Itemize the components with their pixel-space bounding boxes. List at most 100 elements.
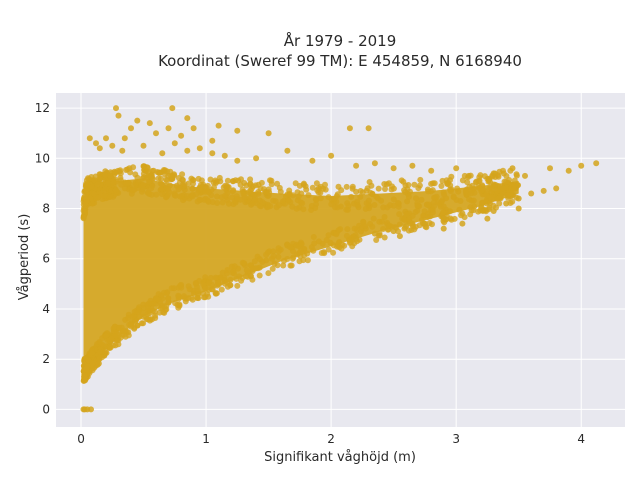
data-point bbox=[156, 309, 163, 316]
data-point bbox=[373, 193, 380, 200]
data-point bbox=[528, 190, 535, 197]
data-point bbox=[375, 185, 382, 192]
data-point bbox=[486, 175, 493, 182]
data-point bbox=[411, 226, 418, 233]
data-point bbox=[90, 190, 97, 197]
data-point bbox=[370, 215, 377, 222]
data-point bbox=[351, 240, 358, 247]
data-point bbox=[96, 145, 103, 152]
data-point bbox=[94, 194, 101, 201]
data-point bbox=[234, 157, 241, 164]
data-point bbox=[490, 208, 497, 214]
data-point bbox=[593, 160, 600, 167]
data-point bbox=[454, 185, 461, 192]
data-point bbox=[81, 372, 88, 379]
data-point bbox=[192, 280, 199, 286]
data-point bbox=[500, 185, 507, 192]
data-point bbox=[388, 186, 395, 193]
data-point bbox=[311, 240, 318, 247]
data-point bbox=[404, 198, 411, 205]
data-point bbox=[125, 179, 132, 186]
data-point bbox=[380, 204, 387, 211]
data-point bbox=[553, 185, 560, 192]
data-point bbox=[80, 207, 87, 214]
data-point bbox=[162, 307, 169, 313]
data-point bbox=[405, 182, 412, 188]
data-point bbox=[97, 348, 103, 355]
data-point bbox=[440, 225, 447, 232]
x-tick-label: 0 bbox=[77, 432, 85, 446]
data-point bbox=[172, 192, 179, 199]
data-point bbox=[355, 204, 362, 211]
data-point bbox=[321, 250, 328, 257]
data-point bbox=[131, 324, 138, 331]
data-point bbox=[309, 184, 316, 191]
data-point bbox=[234, 196, 241, 202]
data-point bbox=[362, 205, 369, 212]
data-point bbox=[325, 246, 332, 253]
data-point bbox=[378, 197, 385, 204]
data-point bbox=[425, 188, 432, 195]
data-point bbox=[315, 238, 322, 245]
data-point bbox=[511, 177, 518, 184]
data-point bbox=[146, 120, 153, 127]
data-point bbox=[381, 234, 388, 241]
data-point bbox=[430, 199, 437, 206]
data-point bbox=[440, 189, 447, 196]
data-point bbox=[221, 152, 228, 159]
data-point bbox=[390, 196, 397, 203]
data-point bbox=[136, 313, 143, 320]
data-point bbox=[234, 127, 241, 134]
data-point bbox=[578, 162, 585, 169]
data-point bbox=[159, 191, 166, 198]
data-point bbox=[219, 199, 226, 206]
x-tick-label: 3 bbox=[452, 432, 460, 446]
data-point bbox=[428, 167, 435, 174]
data-point bbox=[251, 258, 258, 265]
data-point bbox=[503, 200, 510, 207]
data-point bbox=[466, 183, 473, 190]
data-point bbox=[403, 223, 410, 230]
data-point bbox=[155, 169, 162, 176]
data-point bbox=[453, 165, 460, 172]
y-tick-label: 6 bbox=[42, 252, 50, 266]
data-point bbox=[285, 197, 292, 204]
data-point bbox=[270, 197, 277, 204]
data-point bbox=[140, 142, 147, 149]
data-point bbox=[477, 172, 484, 179]
data-point bbox=[184, 147, 191, 154]
data-point bbox=[484, 215, 491, 222]
data-point bbox=[113, 105, 119, 112]
data-point bbox=[303, 186, 310, 193]
data-point bbox=[247, 176, 254, 183]
data-point bbox=[127, 169, 134, 176]
data-point bbox=[333, 231, 340, 238]
data-point bbox=[108, 335, 115, 342]
data-point bbox=[243, 273, 249, 280]
data-point bbox=[431, 180, 438, 187]
y-tick-label: 0 bbox=[42, 402, 50, 416]
y-axis-label: Vågperiod (s) bbox=[17, 214, 32, 301]
data-point bbox=[93, 140, 99, 147]
data-point bbox=[509, 165, 516, 172]
data-point bbox=[287, 262, 294, 269]
data-point bbox=[459, 177, 466, 184]
data-point bbox=[119, 147, 126, 154]
data-point bbox=[189, 193, 196, 200]
data-point bbox=[267, 203, 274, 210]
data-point bbox=[130, 164, 137, 171]
data-point bbox=[145, 173, 152, 180]
data-point bbox=[228, 263, 235, 270]
x-axis-label: Signifikant våghöjd (m) bbox=[264, 450, 416, 465]
data-point bbox=[353, 235, 360, 242]
data-point bbox=[107, 344, 114, 351]
data-point bbox=[135, 309, 142, 315]
data-point bbox=[357, 193, 364, 200]
data-point bbox=[195, 295, 202, 302]
data-point bbox=[411, 181, 418, 188]
data-point bbox=[367, 220, 374, 227]
data-point bbox=[81, 406, 88, 413]
y-tick-label: 10 bbox=[35, 151, 50, 165]
data-point bbox=[266, 189, 273, 196]
